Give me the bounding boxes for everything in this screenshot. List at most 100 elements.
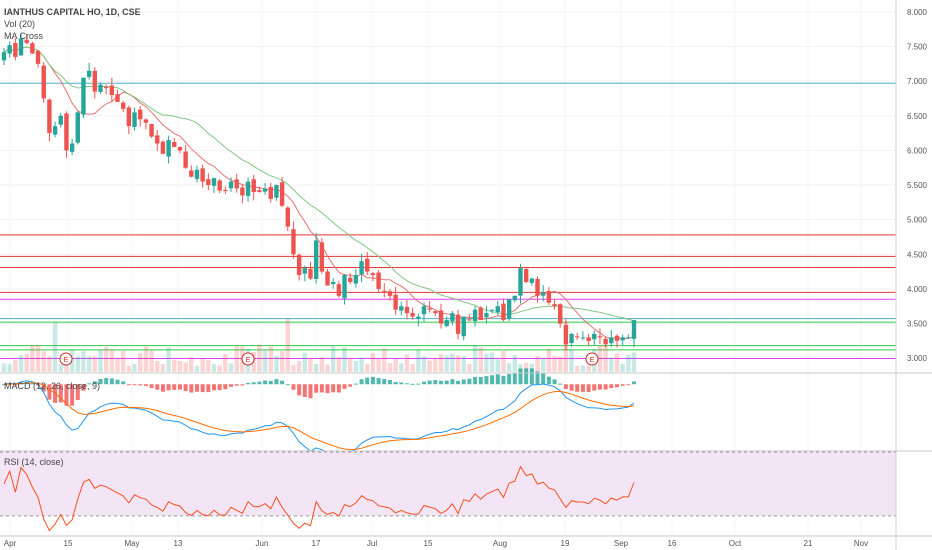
candle-body bbox=[416, 316, 421, 319]
volume-bar bbox=[86, 356, 92, 372]
price-tick-label: 7.000 bbox=[907, 77, 928, 86]
macd-histogram-bar bbox=[569, 384, 574, 391]
volume-bar bbox=[461, 355, 466, 372]
volume-bar bbox=[348, 358, 353, 372]
time-tick-label: 15 bbox=[64, 539, 73, 548]
candle-body bbox=[69, 143, 75, 152]
candle-body bbox=[506, 299, 512, 319]
candle-body bbox=[444, 320, 449, 327]
candle-body bbox=[58, 115, 63, 125]
candle-body bbox=[92, 70, 98, 92]
volume-bar bbox=[603, 346, 608, 372]
macd-histogram-bar bbox=[115, 379, 120, 385]
volume-bar bbox=[535, 355, 540, 372]
candle-body bbox=[597, 336, 603, 338]
candle-body bbox=[609, 337, 614, 344]
volume-bar bbox=[313, 364, 319, 372]
candle-body bbox=[172, 141, 177, 147]
candle-body bbox=[387, 291, 393, 296]
macd-histogram-bar bbox=[132, 384, 137, 386]
volume-bar bbox=[370, 353, 376, 372]
candle-body bbox=[421, 306, 427, 315]
price-tick-label: 6.000 bbox=[907, 146, 928, 155]
candle-body bbox=[291, 229, 296, 255]
candle-body bbox=[35, 50, 41, 64]
candle-body bbox=[535, 279, 540, 296]
macd-histogram-bar bbox=[81, 384, 86, 391]
macd-histogram-bar bbox=[274, 379, 279, 385]
macd-histogram-bar bbox=[87, 383, 92, 385]
volume-bar bbox=[506, 363, 512, 372]
macd-histogram-bar bbox=[104, 377, 109, 385]
macd-histogram-bar bbox=[580, 384, 585, 392]
volume-bar bbox=[279, 351, 285, 372]
volume-bar bbox=[597, 345, 603, 372]
rsi-label: RSI (14, close) bbox=[4, 457, 64, 467]
volume-bar bbox=[467, 364, 472, 372]
candle-body bbox=[200, 168, 205, 182]
time-tick-label: Nov bbox=[854, 539, 868, 548]
volume-bar bbox=[478, 347, 483, 372]
volume-bar bbox=[109, 349, 115, 372]
macd-histogram-bar bbox=[342, 384, 347, 389]
macd-histogram-bar bbox=[160, 384, 165, 392]
volume-bar bbox=[35, 344, 41, 372]
volume-bar bbox=[626, 354, 631, 372]
macd-histogram-bar bbox=[308, 384, 313, 399]
candle-body bbox=[523, 268, 529, 282]
volume-bar bbox=[518, 364, 523, 372]
volume-bar bbox=[13, 359, 18, 372]
macd-histogram-bar bbox=[319, 384, 324, 393]
macd-histogram-bar bbox=[200, 384, 205, 393]
time-tick-label: 16 bbox=[668, 539, 677, 548]
candle-body bbox=[308, 268, 313, 279]
macd-histogram-bar bbox=[439, 380, 444, 385]
macd-histogram-bar bbox=[359, 379, 364, 385]
volume-bar bbox=[302, 352, 308, 372]
candle-body bbox=[47, 99, 52, 134]
candle-body bbox=[189, 170, 194, 177]
macd-histogram-bar bbox=[64, 384, 69, 406]
candle-body bbox=[529, 278, 535, 283]
macd-histogram-bar bbox=[263, 380, 268, 385]
price-tick-label: 4.000 bbox=[907, 285, 928, 294]
macd-histogram-bar bbox=[507, 374, 512, 385]
macd-histogram-bar bbox=[246, 382, 251, 385]
volume-bar bbox=[143, 346, 149, 372]
volume-bar bbox=[115, 358, 120, 372]
candle-body bbox=[183, 151, 188, 168]
macd-histogram-bar bbox=[450, 379, 455, 385]
candle-body bbox=[268, 186, 273, 199]
candle-body bbox=[495, 306, 500, 313]
price-tick-label: 8.000 bbox=[907, 8, 928, 17]
macd-histogram-bar bbox=[13, 384, 18, 386]
macd-histogram-bar bbox=[456, 380, 461, 385]
volume-bar bbox=[501, 351, 506, 372]
candle-body bbox=[348, 277, 353, 282]
macd-histogram-bar bbox=[603, 384, 608, 390]
macd-histogram-bar bbox=[422, 381, 426, 385]
macd-histogram-bar bbox=[393, 382, 398, 385]
macd-histogram-bar bbox=[524, 368, 529, 385]
macd-histogram-bar bbox=[172, 384, 177, 390]
candle-body bbox=[399, 306, 404, 311]
earnings-marker-label: E bbox=[64, 357, 69, 364]
volume-bar bbox=[325, 364, 330, 372]
candle-body bbox=[155, 135, 160, 144]
macd-histogram-bar bbox=[268, 380, 273, 385]
volume-indicator-label: Vol (20) bbox=[4, 19, 36, 29]
chart-title: IANTHUS CAPITAL HO, 1D, CSE bbox=[4, 7, 141, 17]
macd-histogram-bar bbox=[212, 384, 216, 391]
volume-bar bbox=[160, 364, 166, 372]
macd-histogram-bar bbox=[461, 379, 466, 385]
macd-histogram-bar bbox=[75, 384, 80, 400]
candle-body bbox=[30, 43, 35, 54]
macd-histogram-bar bbox=[297, 384, 302, 396]
price-tick-label: 3.500 bbox=[907, 320, 928, 329]
volume-bar bbox=[382, 348, 387, 372]
volume-bar bbox=[172, 359, 177, 372]
macd-histogram-bar bbox=[70, 384, 75, 406]
volume-bar bbox=[296, 360, 302, 372]
time-tick-label: 15 bbox=[424, 539, 433, 548]
